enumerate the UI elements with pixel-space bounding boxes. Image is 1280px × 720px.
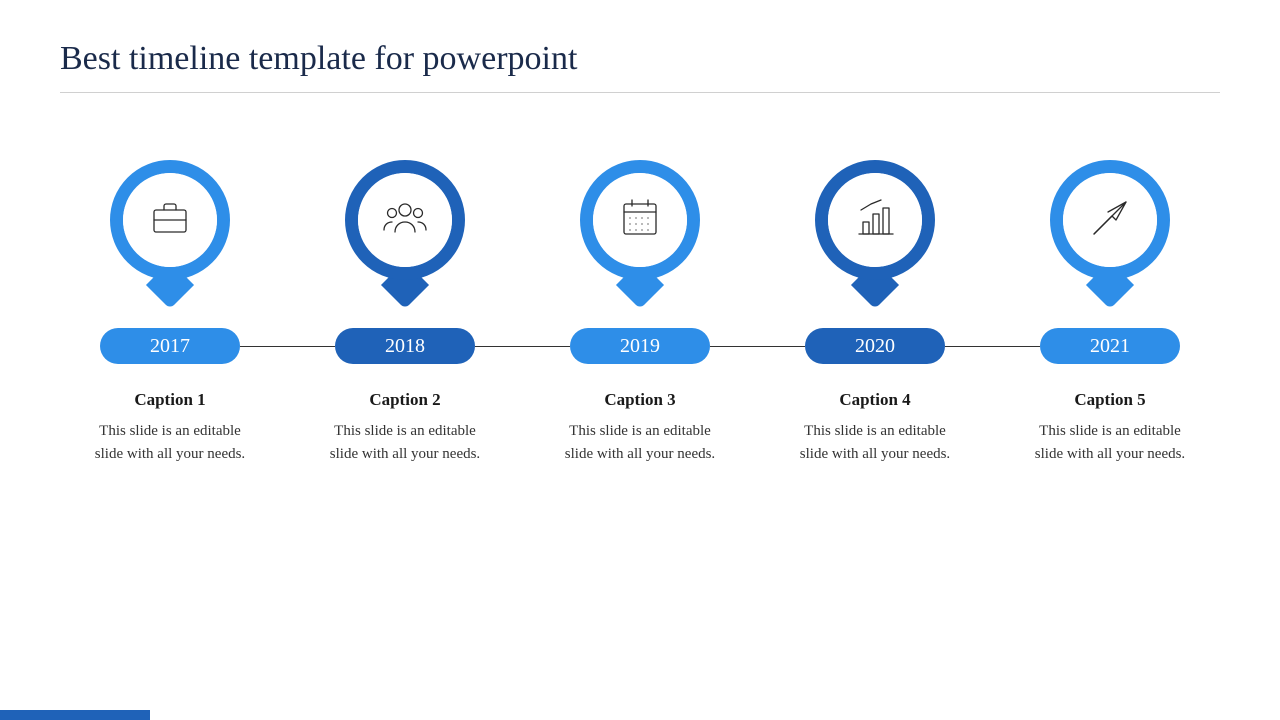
caption: Caption 4 — [839, 390, 910, 410]
pin-inner — [593, 173, 687, 267]
timeline-row: 2017 Caption 1 This slide is an editable… — [0, 160, 1280, 465]
caption: Caption 5 — [1074, 390, 1145, 410]
pin-inner — [1063, 173, 1157, 267]
year-label: 2020 — [855, 335, 895, 358]
timeline-pin — [580, 160, 700, 310]
year-label: 2021 — [1090, 335, 1130, 358]
pin-inner — [828, 173, 922, 267]
pin-inner — [358, 173, 452, 267]
briefcase-icon — [146, 194, 194, 247]
timeline-pin — [110, 160, 230, 310]
timeline-item: 2020 Caption 4 This slide is an editable… — [775, 160, 975, 465]
title-area: Best timeline template for powerpoint — [0, 0, 1280, 105]
timeline-pin — [1050, 160, 1170, 310]
timeline-item: 2019 Caption 3 This slide is an editable… — [540, 160, 740, 465]
year-label: 2017 — [150, 335, 190, 358]
timeline-pin — [815, 160, 935, 310]
description: This slide is an editable slide with all… — [320, 420, 490, 465]
description: This slide is an editable slide with all… — [1025, 420, 1195, 465]
timeline-item: 2017 Caption 1 This slide is an editable… — [70, 160, 270, 465]
description: This slide is an editable slide with all… — [790, 420, 960, 465]
year-label: 2019 — [620, 335, 660, 358]
timeline-connector — [240, 346, 335, 347]
footer-accent-bar — [0, 710, 150, 720]
caption: Caption 2 — [369, 390, 440, 410]
caption: Caption 3 — [604, 390, 675, 410]
pin-inner — [123, 173, 217, 267]
timeline-item: 2018 Caption 2 This slide is an editable… — [305, 160, 505, 465]
timeline-connector — [475, 346, 570, 347]
caption: Caption 1 — [134, 390, 205, 410]
timeline-item: 2021 Caption 5 This slide is an editable… — [1010, 160, 1210, 465]
year-pill: 2021 — [1040, 328, 1180, 364]
timeline-connector — [945, 346, 1040, 347]
year-pill: 2018 — [335, 328, 475, 364]
people-icon — [381, 194, 429, 247]
timeline: 2017 Caption 1 This slide is an editable… — [0, 160, 1280, 465]
calendar-icon — [616, 194, 664, 247]
year-label: 2018 — [385, 335, 425, 358]
chart-icon — [851, 194, 899, 247]
year-pill: 2020 — [805, 328, 945, 364]
timeline-connector — [710, 346, 805, 347]
slide-title: Best timeline template for powerpoint — [60, 40, 1220, 78]
plane-icon — [1086, 194, 1134, 247]
description: This slide is an editable slide with all… — [85, 420, 255, 465]
year-pill: 2017 — [100, 328, 240, 364]
year-pill: 2019 — [570, 328, 710, 364]
timeline-pin — [345, 160, 465, 310]
title-rule — [60, 92, 1220, 93]
description: This slide is an editable slide with all… — [555, 420, 725, 465]
